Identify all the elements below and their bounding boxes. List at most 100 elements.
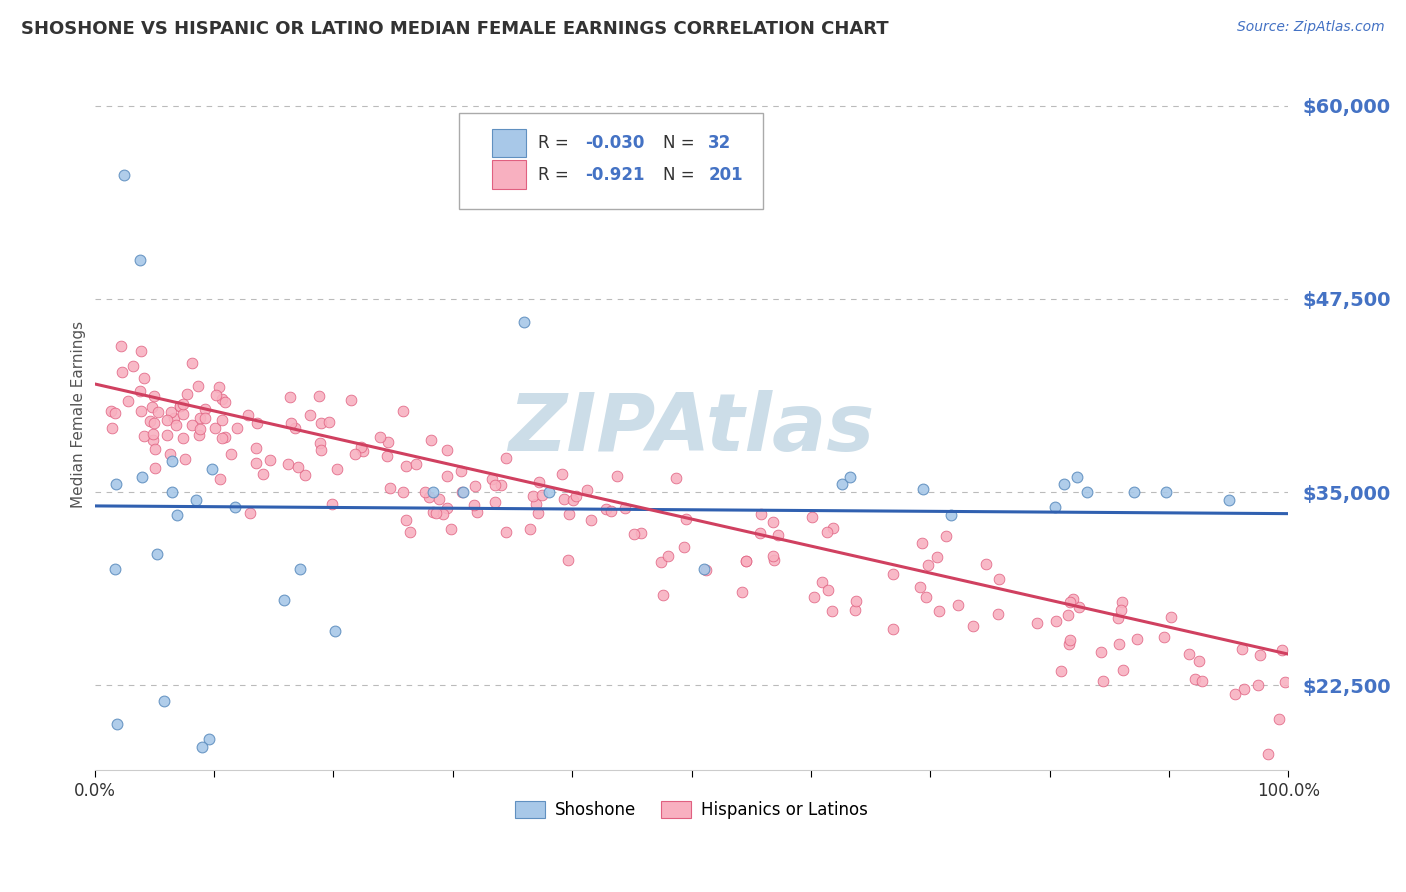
Point	[204, 387, 226, 401]
Point	[489, 478, 512, 492]
Point	[1126, 632, 1149, 646]
Point	[134, 429, 156, 443]
Point	[392, 484, 415, 499]
Point	[184, 492, 207, 507]
Point	[734, 554, 756, 568]
Point	[815, 524, 838, 539]
Point	[188, 410, 211, 425]
Point	[579, 513, 602, 527]
Point	[962, 619, 984, 633]
Point	[427, 492, 450, 507]
Point	[117, 393, 139, 408]
Text: SHOSHONE VS HISPANIC OR LATINO MEDIAN FEMALE EARNINGS CORRELATION CHART: SHOSHONE VS HISPANIC OR LATINO MEDIAN FE…	[21, 20, 889, 37]
Point	[821, 604, 844, 618]
Point	[245, 457, 267, 471]
Point	[352, 443, 374, 458]
Point	[1059, 633, 1081, 648]
Point	[159, 447, 181, 461]
Point	[395, 458, 418, 473]
Bar	[492, 128, 526, 157]
Point	[927, 549, 949, 564]
Point	[208, 472, 231, 486]
Point	[418, 490, 440, 504]
Point	[1223, 687, 1246, 701]
Point	[495, 450, 517, 465]
Point	[1053, 477, 1076, 491]
Point	[422, 485, 444, 500]
Point	[928, 604, 950, 618]
Point	[526, 506, 548, 520]
Point	[524, 497, 547, 511]
Point	[440, 522, 463, 536]
Point	[519, 523, 541, 537]
Point	[187, 427, 209, 442]
Point	[221, 447, 243, 461]
Point	[1153, 630, 1175, 644]
Point	[811, 574, 834, 589]
Point	[823, 521, 845, 535]
Point	[1045, 614, 1067, 628]
Point	[160, 405, 183, 419]
Point	[1123, 485, 1146, 500]
Point	[695, 563, 717, 577]
Point	[111, 365, 134, 379]
Point	[194, 402, 217, 417]
Point	[198, 732, 221, 747]
Point	[141, 400, 163, 414]
Point	[395, 513, 418, 527]
Point	[121, 359, 143, 373]
Point	[1111, 595, 1133, 609]
Point	[288, 562, 311, 576]
Point	[941, 508, 963, 523]
Point	[252, 467, 274, 481]
Point	[201, 462, 224, 476]
Point	[948, 598, 970, 612]
Point	[193, 411, 215, 425]
Point	[1109, 603, 1132, 617]
Point	[606, 468, 628, 483]
Point	[1076, 485, 1098, 500]
Point	[280, 417, 302, 431]
Point	[1188, 654, 1211, 668]
Point	[613, 501, 636, 516]
Point	[129, 384, 152, 399]
Point	[343, 447, 366, 461]
Point	[432, 507, 454, 521]
Point	[405, 457, 427, 471]
Point	[273, 593, 295, 607]
Point	[537, 485, 560, 500]
Point	[160, 454, 183, 468]
Point	[1050, 664, 1073, 678]
Point	[156, 427, 179, 442]
Point	[239, 506, 262, 520]
Text: 32: 32	[709, 134, 731, 152]
Legend: Shoshone, Hispanics or Latinos: Shoshone, Hispanics or Latinos	[509, 794, 875, 826]
Point	[1268, 712, 1291, 726]
Point	[131, 469, 153, 483]
Point	[425, 507, 447, 521]
Point	[562, 493, 585, 508]
Point	[803, 590, 825, 604]
FancyBboxPatch shape	[458, 113, 763, 209]
Point	[630, 526, 652, 541]
Point	[1059, 595, 1081, 609]
Point	[187, 379, 209, 393]
Point	[766, 527, 789, 541]
Point	[278, 390, 301, 404]
Point	[180, 418, 202, 433]
Point	[145, 547, 167, 561]
Point	[350, 440, 373, 454]
Text: R =: R =	[537, 134, 574, 152]
Point	[436, 469, 458, 483]
Point	[309, 417, 332, 431]
Text: ZIPAtlas: ZIPAtlas	[509, 390, 875, 468]
Point	[214, 395, 236, 409]
Point	[762, 549, 785, 563]
Point	[172, 408, 194, 422]
Point	[692, 562, 714, 576]
Point	[801, 510, 824, 524]
Point	[599, 503, 621, 517]
Point	[163, 410, 186, 425]
Point	[105, 716, 128, 731]
Point	[321, 497, 343, 511]
